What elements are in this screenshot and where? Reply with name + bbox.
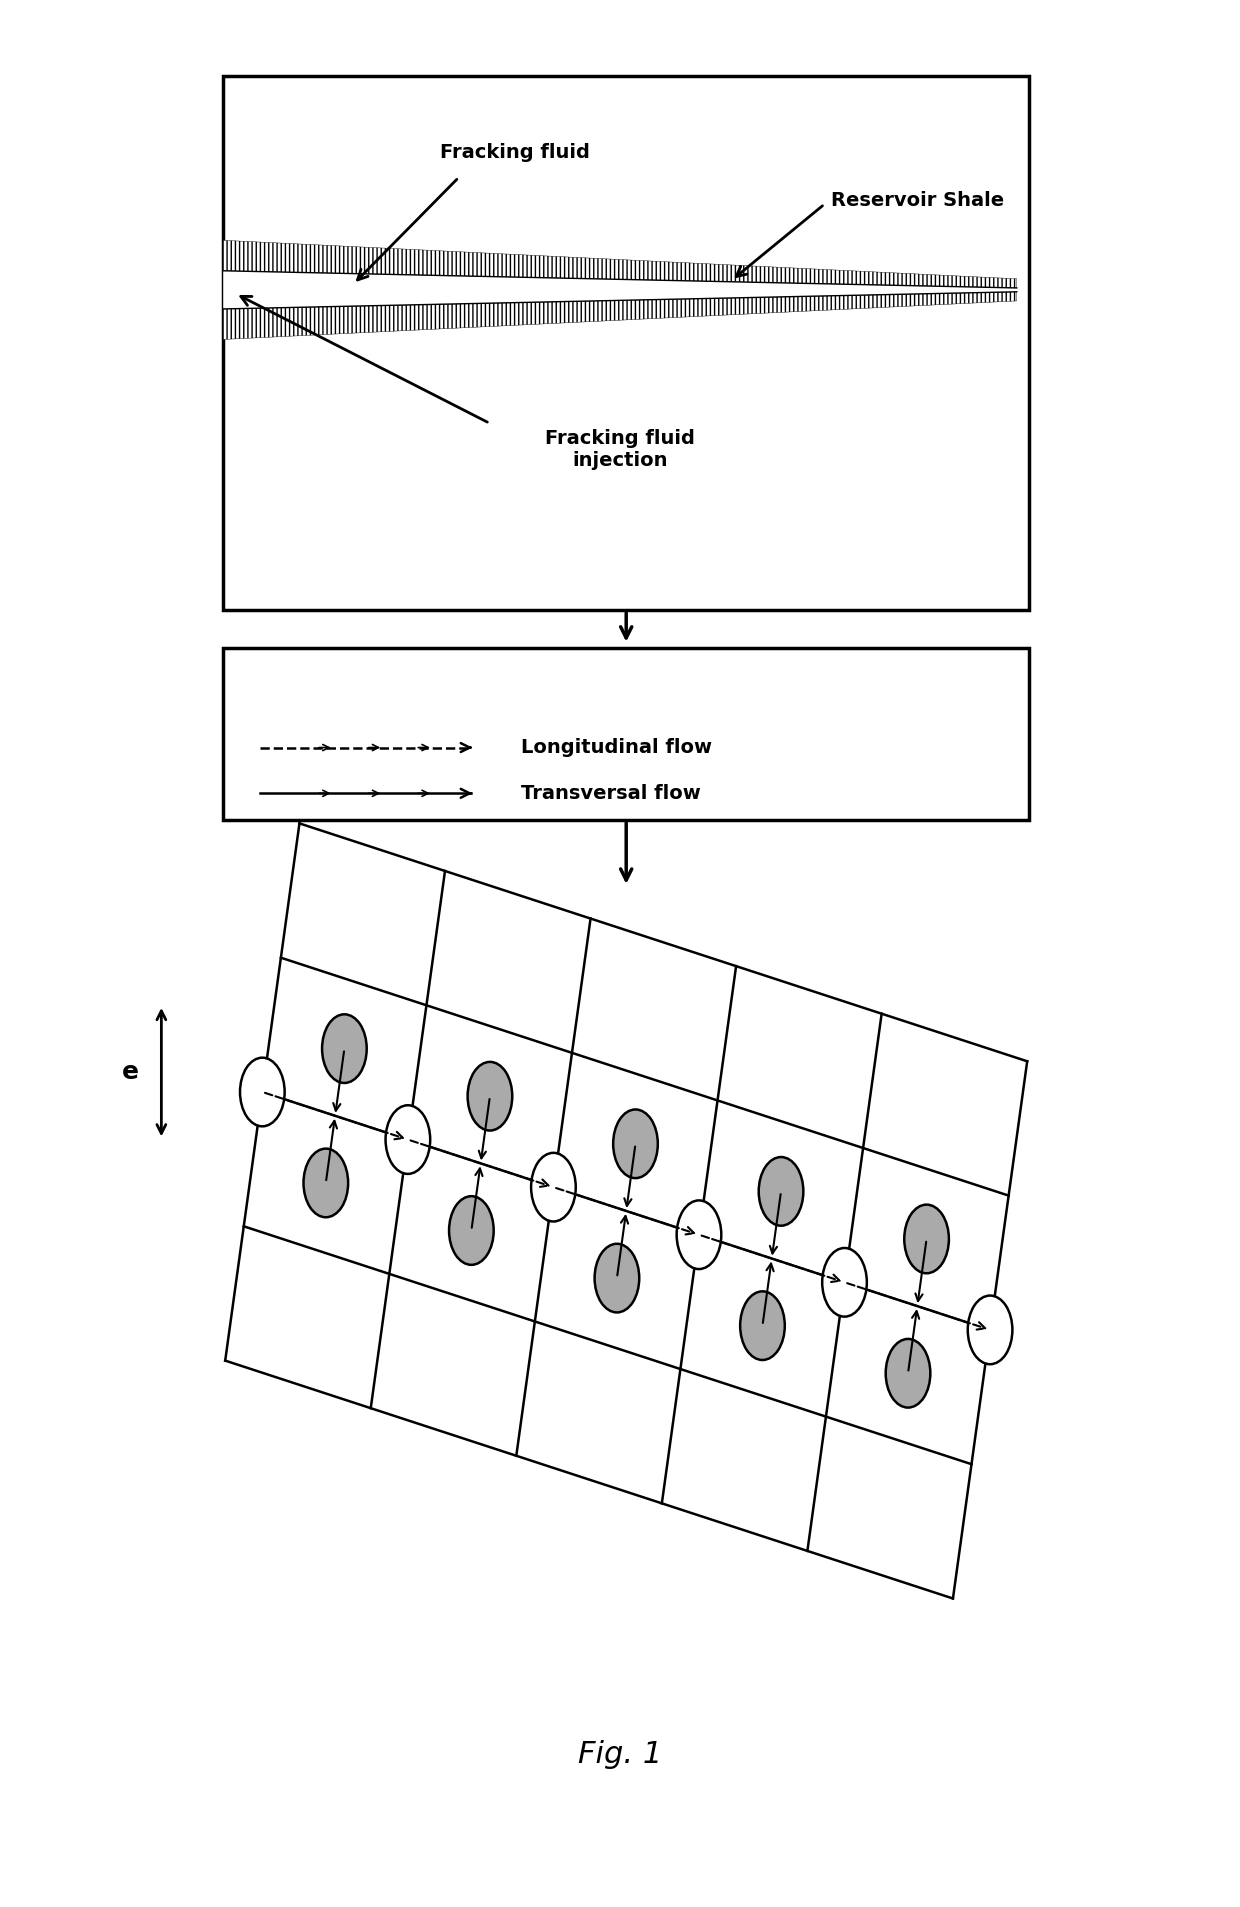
Text: Fracking fluid
injection: Fracking fluid injection [546, 429, 694, 469]
Circle shape [740, 1291, 785, 1360]
Circle shape [531, 1154, 575, 1222]
Circle shape [822, 1247, 867, 1316]
Bar [223, 648, 1029, 820]
Polygon shape [223, 292, 1017, 339]
Text: e: e [122, 1060, 139, 1085]
Circle shape [467, 1062, 512, 1131]
Circle shape [449, 1196, 494, 1264]
Text: Reservoir Shale: Reservoir Shale [831, 191, 1004, 210]
Circle shape [759, 1158, 804, 1226]
Circle shape [967, 1295, 1012, 1364]
Circle shape [613, 1110, 657, 1179]
Circle shape [322, 1015, 367, 1083]
Bar [223, 76, 1029, 610]
Circle shape [386, 1106, 430, 1175]
Circle shape [595, 1243, 640, 1312]
Text: Fracking fluid: Fracking fluid [440, 143, 589, 162]
Text: Longitudinal flow: Longitudinal flow [521, 738, 712, 757]
Polygon shape [223, 240, 1017, 288]
Circle shape [885, 1339, 930, 1407]
Text: Fig. 1: Fig. 1 [578, 1739, 662, 1770]
Circle shape [241, 1058, 285, 1127]
Circle shape [677, 1200, 722, 1268]
Circle shape [304, 1148, 348, 1217]
Polygon shape [223, 271, 1017, 309]
Text: Transversal flow: Transversal flow [521, 784, 701, 803]
Circle shape [904, 1205, 949, 1274]
